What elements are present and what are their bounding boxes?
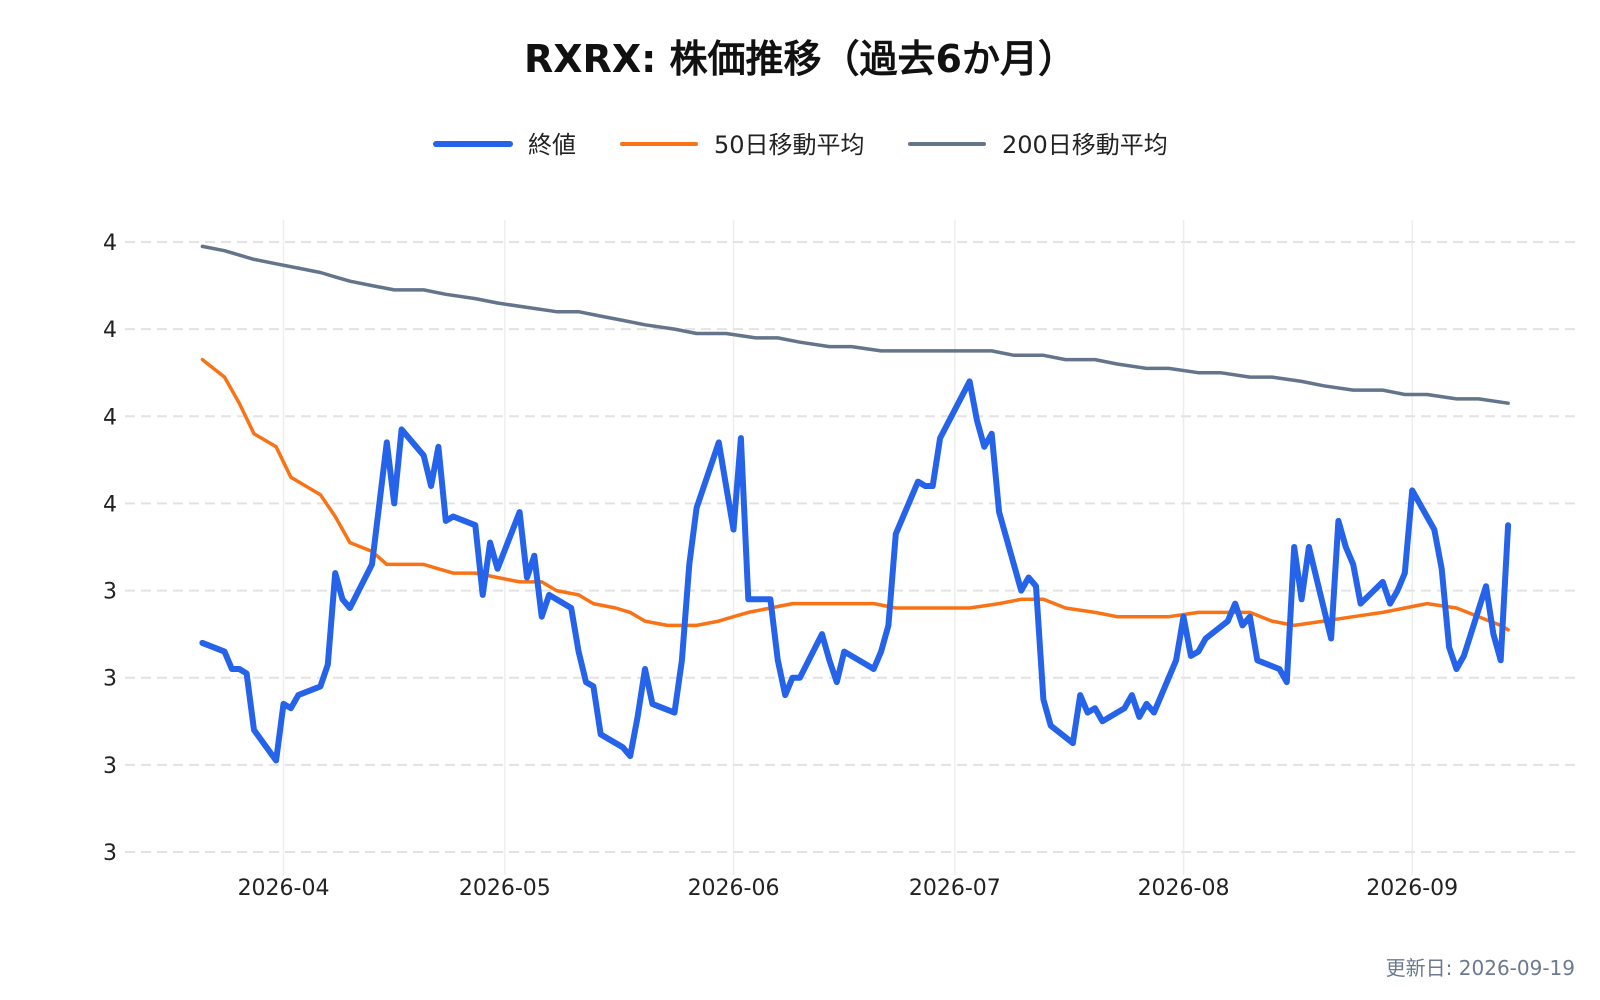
x-tick-label: 2026-09 bbox=[1366, 876, 1458, 901]
legend: 終値 50日移動平均 200日移動平均 bbox=[433, 131, 1168, 159]
legend-label-ma50: 50日移動平均 bbox=[714, 131, 865, 159]
x-tick-label: 2026-07 bbox=[909, 876, 1001, 901]
x-tick-label: 2026-06 bbox=[688, 876, 780, 901]
y-tick-label: 3 bbox=[103, 841, 117, 866]
y-tick-label: 4 bbox=[103, 492, 117, 517]
gridlines bbox=[125, 220, 1575, 875]
y-tick-label: 3 bbox=[103, 580, 117, 605]
axes: 2026-04 2026-05 2026-06 2026-07 2026-08 2026-… bbox=[103, 231, 1458, 901]
x-tick-label: 2026-04 bbox=[238, 876, 330, 901]
plot-area bbox=[199, 244, 1512, 764]
ma200-line bbox=[200, 244, 1510, 405]
y-tick-label: 4 bbox=[103, 318, 117, 343]
x-tick-label: 2026-08 bbox=[1138, 876, 1230, 901]
y-tick-label: 4 bbox=[103, 405, 117, 430]
legend-label-ma200: 200日移動平均 bbox=[1002, 131, 1168, 159]
y-tick-label: 3 bbox=[103, 754, 117, 779]
y-tick-label: 4 bbox=[103, 231, 117, 256]
ma50-line bbox=[200, 357, 1510, 632]
chart-title: RXRX: 株価推移（過去6か月） bbox=[524, 37, 1076, 81]
updated-date-footer: 更新日: 2026-09-19 bbox=[1386, 956, 1575, 980]
y-tick-label: 3 bbox=[103, 667, 117, 692]
legend-label-close: 終値 bbox=[528, 131, 576, 159]
x-tick-label: 2026-05 bbox=[459, 876, 551, 901]
close-price-line bbox=[199, 378, 1512, 764]
